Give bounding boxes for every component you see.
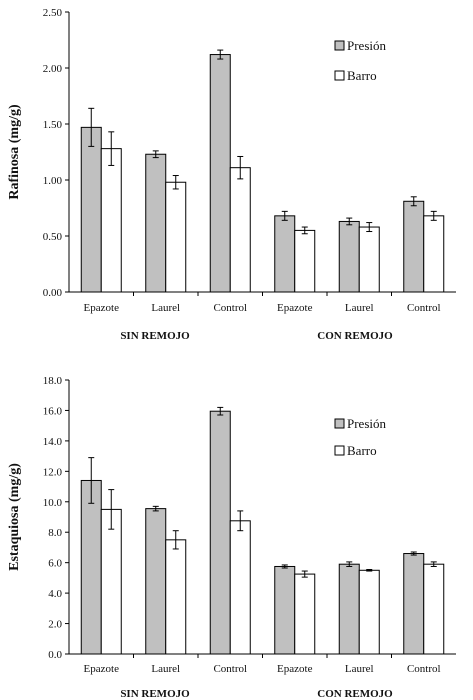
x-tick-label: Control: [407, 663, 441, 675]
bar-barro: [165, 181, 187, 293]
legend-label: Presión: [347, 416, 387, 431]
bar-presion: [403, 200, 425, 293]
x-tick-label: Laurel: [345, 302, 374, 314]
y-tick-label: 18.0: [43, 375, 63, 387]
bar-presion: [403, 553, 425, 655]
bar-barro: [229, 167, 251, 293]
bar-barro: [358, 569, 380, 655]
x-tick-label: Laurel: [345, 663, 374, 675]
y-tick-label: 2.00: [43, 63, 63, 75]
x-tick-label: Laurel: [151, 663, 180, 675]
bar-barro: [100, 508, 122, 655]
bar-presion: [209, 410, 231, 655]
y-tick-label: 14.0: [43, 436, 63, 448]
y-tick-label: 1.50: [43, 119, 63, 131]
x-tick-label: Epazote: [84, 302, 120, 314]
x-tick-label: Epazote: [277, 302, 313, 314]
y-tick-label: 2.0: [48, 619, 62, 631]
y-tick-label: 8.0: [48, 527, 62, 539]
legend-label: Barro: [347, 68, 377, 83]
y-tick-label: 2.50: [43, 7, 63, 19]
bar-barro: [423, 215, 445, 293]
y-tick-label: 4.0: [48, 588, 62, 600]
bar-barro: [165, 539, 187, 655]
bar-presion: [80, 126, 102, 293]
bar-barro: [100, 148, 122, 293]
chart-2: 0.0 2.0 4.0 6.0 8.0 10.0 12.0 14.0 16.0 18.0 Estaq…: [7, 375, 456, 700]
y-tick-label: 0.00: [43, 287, 63, 299]
y-axis-label: Estaquiosa (mg/g): [7, 463, 22, 571]
group-label: CON REMOJO: [317, 688, 393, 700]
legend-swatch: [334, 445, 345, 456]
bar-presion: [209, 54, 231, 293]
x-tick-label: Control: [213, 302, 247, 314]
bar-presion: [80, 479, 102, 655]
bar-barro: [294, 229, 316, 293]
x-tick-label: Control: [407, 302, 441, 314]
y-tick-label: 16.0: [43, 405, 63, 417]
bar-barro: [358, 226, 380, 293]
group-label: SIN REMOJO: [120, 688, 190, 700]
chart-1: 0.00 0.50 1.00 1.50 2.00 2.50 Rafinosa (mg/g) E…: [7, 7, 456, 342]
legend-label: Presión: [347, 38, 387, 53]
bar-barro: [294, 573, 316, 655]
legend-swatch: [334, 70, 345, 81]
y-tick-label: 0.0: [48, 649, 62, 661]
x-tick-label: Laurel: [151, 302, 180, 314]
bar-barro: [423, 563, 445, 655]
bar-presion: [338, 220, 360, 293]
y-tick-label: 1.00: [43, 175, 63, 187]
bar-presion: [274, 565, 296, 655]
x-tick-label: Epazote: [84, 663, 120, 675]
x-tick-label: Epazote: [277, 663, 313, 675]
legend-swatch: [334, 40, 345, 51]
legend-swatch: [334, 418, 345, 429]
group-label: CON REMOJO: [317, 330, 393, 342]
group-label: SIN REMOJO: [120, 330, 190, 342]
bar-presion: [145, 153, 167, 293]
y-tick-label: 12.0: [43, 466, 63, 478]
bar-barro: [229, 520, 251, 655]
x-tick-label: Control: [213, 663, 247, 675]
bar-presion: [338, 563, 360, 655]
y-tick-label: 0.50: [43, 231, 63, 243]
y-axis-label: Rafinosa (mg/g): [7, 104, 22, 200]
bar-presion: [274, 215, 296, 293]
y-tick-label: 10.0: [43, 497, 63, 509]
bar-presion: [145, 508, 167, 655]
y-tick-label: 6.0: [48, 558, 62, 570]
legend-label: Barro: [347, 443, 377, 458]
